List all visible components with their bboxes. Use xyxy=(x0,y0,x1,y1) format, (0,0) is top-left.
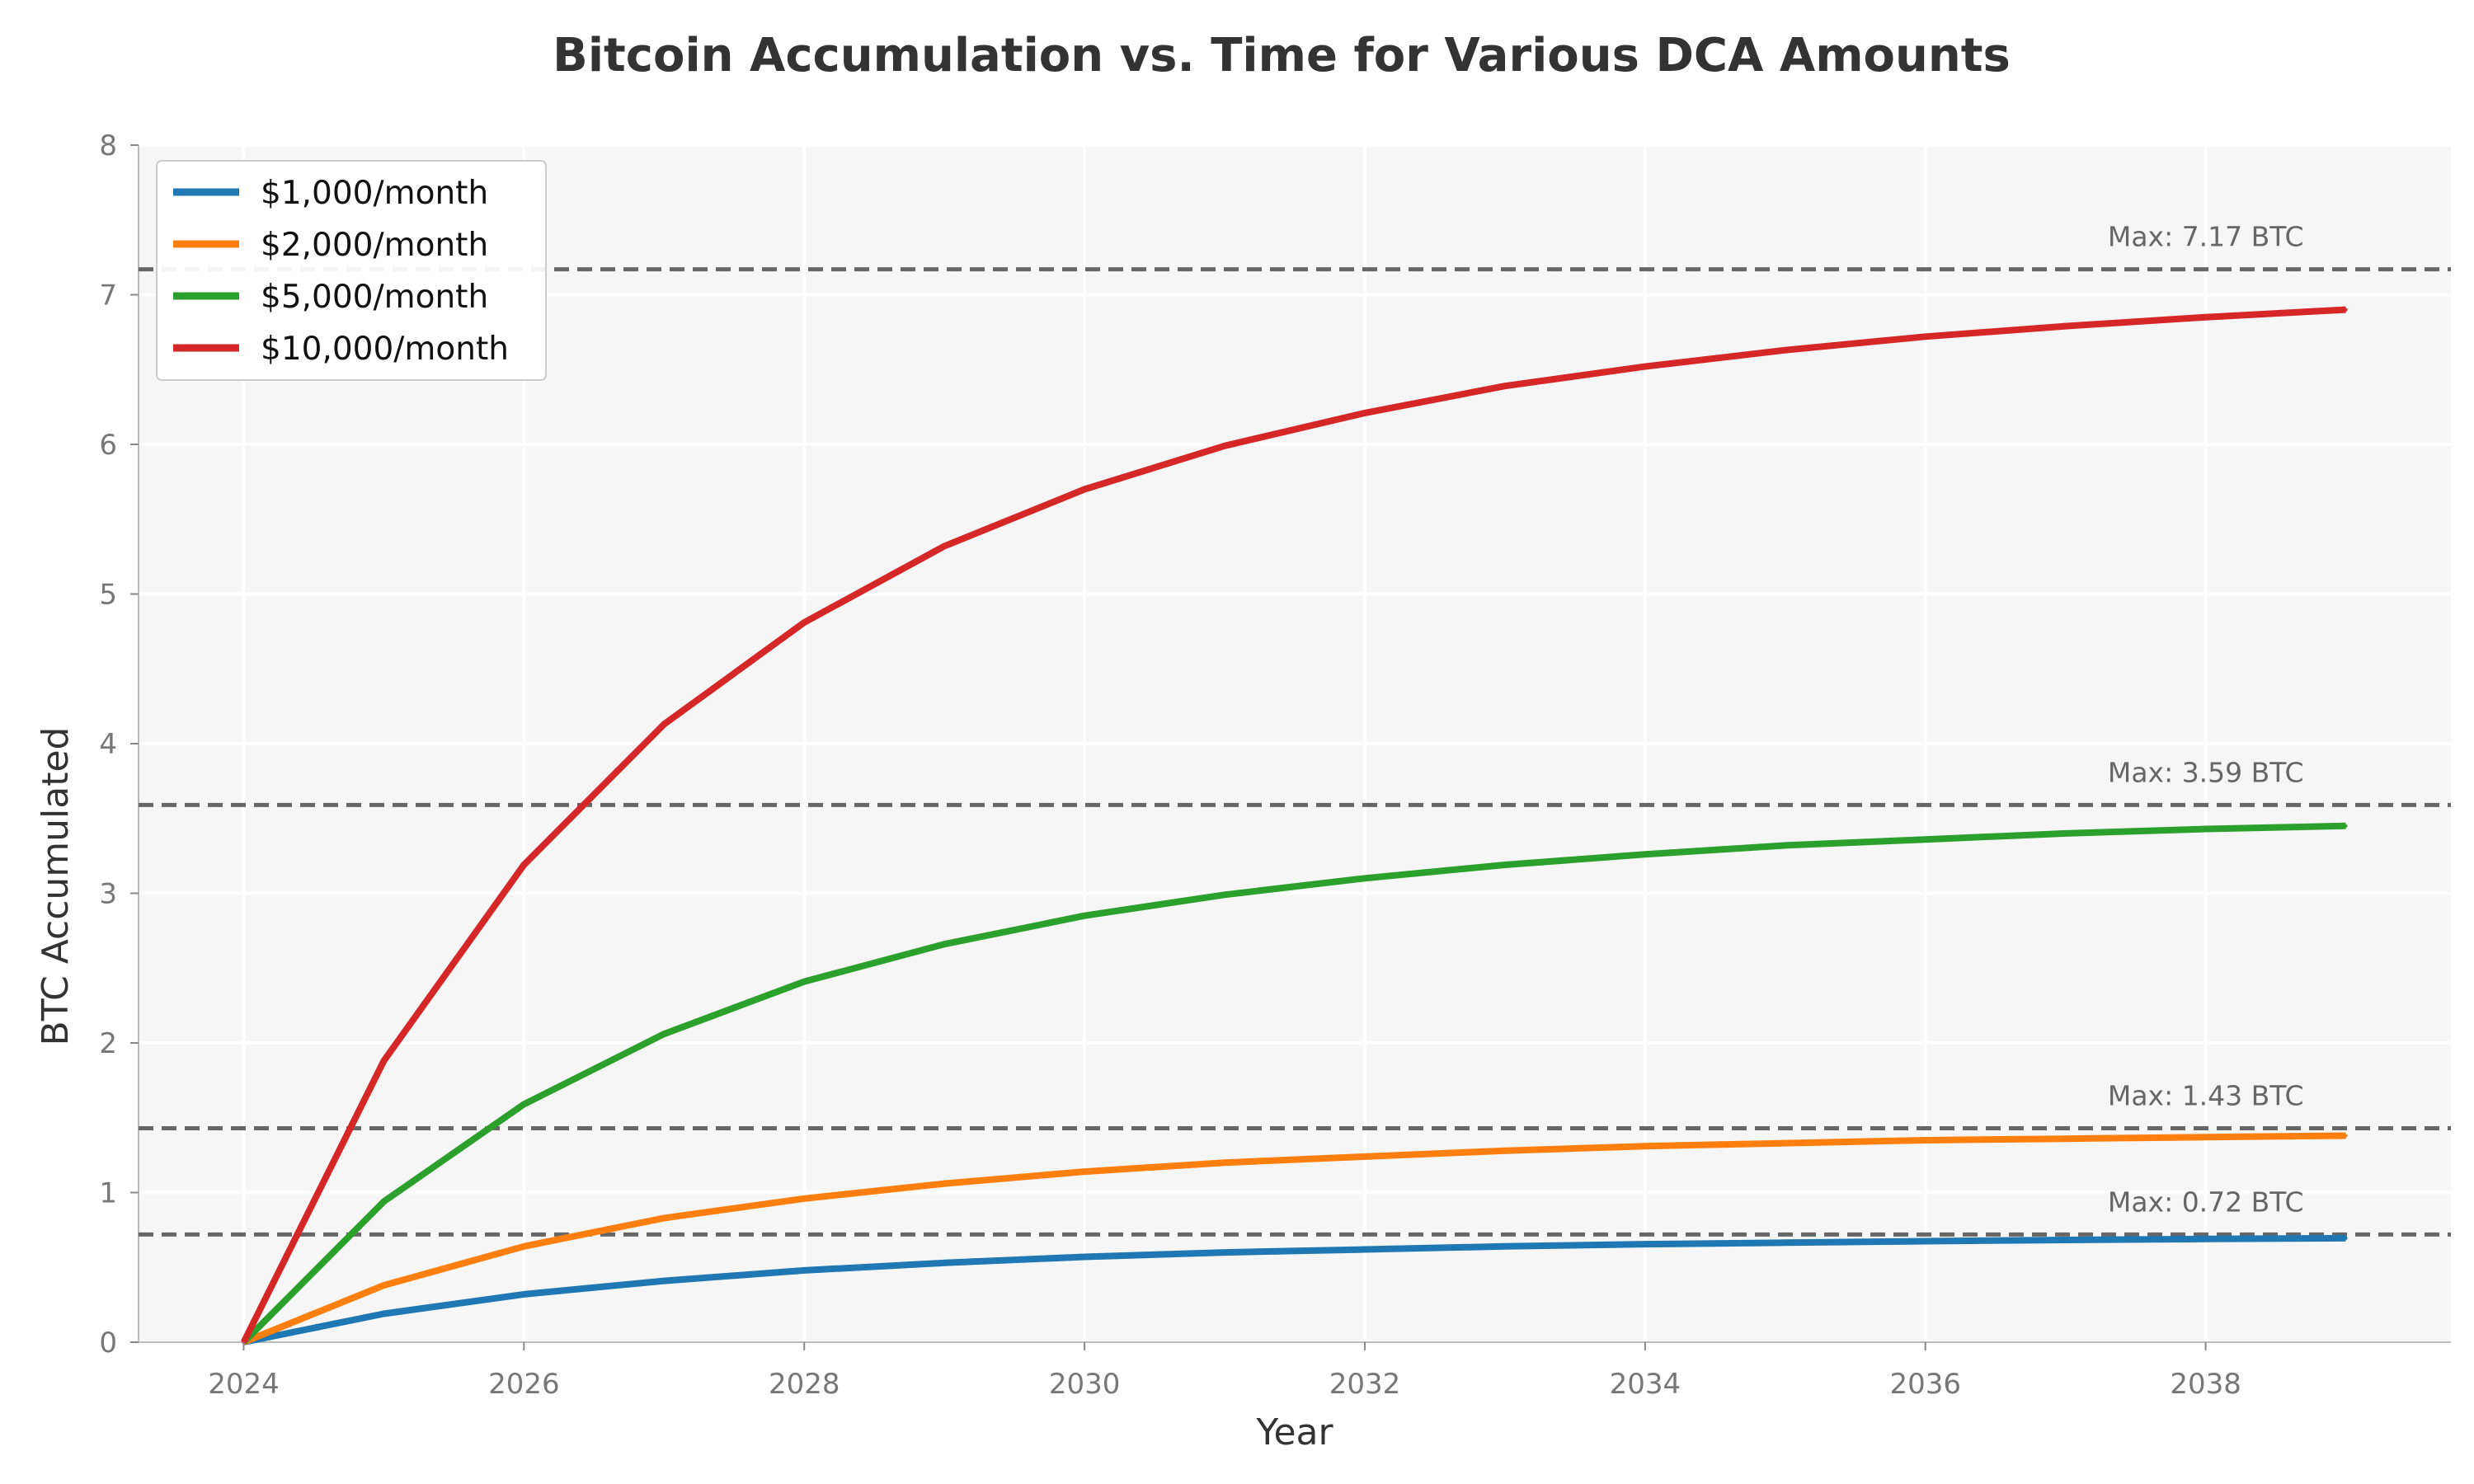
x-tick-label: 2030 xyxy=(1049,1368,1121,1401)
data-point xyxy=(1643,1242,1647,1247)
chart-title: Bitcoin Accumulation vs. Time for Variou… xyxy=(553,29,2011,82)
y-tick-label: 1 xyxy=(99,1177,117,1210)
data-point xyxy=(522,1292,526,1296)
y-tick-label: 6 xyxy=(99,429,117,462)
data-point xyxy=(1783,1141,1787,1145)
y-tick-label: 0 xyxy=(99,1327,117,1360)
reference-line-label: Max: 1.43 BTC xyxy=(2108,1079,2304,1111)
data-point xyxy=(1362,1154,1366,1158)
data-point xyxy=(802,1196,807,1200)
data-point xyxy=(2204,827,2208,831)
data-point xyxy=(1083,1255,1087,1259)
data-point xyxy=(2063,1137,2067,1141)
data-point xyxy=(662,722,666,726)
x-tick-label: 2038 xyxy=(2170,1368,2241,1401)
data-point xyxy=(662,1032,666,1036)
data-point xyxy=(662,1216,666,1220)
x-tick-label: 2034 xyxy=(1610,1368,1681,1401)
data-point xyxy=(1223,1161,1227,1165)
data-point xyxy=(2344,1134,2348,1138)
data-point xyxy=(1923,838,1927,842)
y-tick-label: 3 xyxy=(99,878,117,911)
data-point xyxy=(1783,348,1787,352)
data-point xyxy=(1643,364,1647,369)
x-tick-label: 2026 xyxy=(488,1368,560,1401)
data-point xyxy=(1643,1144,1647,1148)
data-point xyxy=(802,1268,807,1272)
data-point xyxy=(1923,335,1927,339)
data-series xyxy=(240,306,2348,1345)
data-point xyxy=(522,1102,526,1106)
x-axis-label: Year xyxy=(1255,1411,1333,1453)
data-point xyxy=(1503,1244,1507,1248)
data-point xyxy=(2063,1238,2067,1242)
legend: $1,000/month $2,000/month $5,000/month $10,… xyxy=(156,160,547,381)
data-point xyxy=(382,1200,386,1204)
series-line xyxy=(241,822,2346,1345)
legend-label: $5,000/month xyxy=(261,279,488,316)
y-tick-label: 8 xyxy=(99,129,117,162)
data-point xyxy=(2063,324,2067,328)
data-point xyxy=(802,620,807,624)
x-tick-label: 2028 xyxy=(769,1368,840,1401)
data-point xyxy=(2344,824,2348,828)
data-point xyxy=(2344,1236,2348,1240)
reference-line-label: Max: 3.59 BTC xyxy=(2108,756,2304,788)
data-point xyxy=(522,863,526,867)
data-point xyxy=(1503,1148,1507,1153)
data-point xyxy=(1223,893,1227,897)
data-point xyxy=(2204,1237,2208,1241)
legend-label: $1,000/month xyxy=(261,175,488,212)
x-tick-label: 2036 xyxy=(1889,1368,1961,1401)
data-point xyxy=(1083,1170,1087,1174)
y-tick-label: 4 xyxy=(99,728,117,761)
reference-lines: Max: 7.17 BTC Max: 3.59 BTC Max: 1.43 BTC M… xyxy=(139,221,2451,1237)
tick-labels: 2024 2026 2028 2030 2032 2034 2036 2038 0 1 2 3 4 5 6 7… xyxy=(99,129,2241,1401)
data-point xyxy=(1503,863,1507,867)
data-point xyxy=(1783,1241,1787,1245)
data-point xyxy=(1643,852,1647,857)
data-point xyxy=(1923,1138,1927,1142)
y-tick-label: 5 xyxy=(99,579,117,612)
data-point xyxy=(943,1181,947,1186)
y-axis-label: BTC Accumulated xyxy=(35,727,77,1046)
data-point xyxy=(2204,315,2208,319)
data-point xyxy=(943,544,947,548)
data-point xyxy=(1362,1247,1366,1252)
data-point xyxy=(382,1312,386,1316)
x-tick-label: 2032 xyxy=(1329,1368,1401,1401)
series-line xyxy=(240,306,2346,1344)
data-point xyxy=(522,1244,526,1248)
data-point xyxy=(1223,444,1227,448)
legend-label: $10,000/month xyxy=(261,331,509,368)
reference-line-label: Max: 0.72 BTC xyxy=(2108,1186,2304,1218)
data-point xyxy=(943,942,947,946)
y-tick-label: 2 xyxy=(99,1027,117,1060)
data-point xyxy=(1083,913,1087,918)
data-point xyxy=(1362,876,1366,881)
data-point xyxy=(1783,843,1787,848)
y-tick-label: 7 xyxy=(99,279,117,312)
reference-line-label: Max: 7.17 BTC xyxy=(2108,221,2304,253)
data-point xyxy=(1503,384,1507,388)
data-point xyxy=(1083,487,1087,491)
data-point xyxy=(382,1059,386,1063)
legend-label: $2,000/month xyxy=(261,227,488,264)
x-tick-label: 2024 xyxy=(208,1368,280,1401)
series-line xyxy=(242,1234,2346,1345)
data-point xyxy=(382,1284,386,1288)
series-line xyxy=(242,1132,2346,1345)
data-point xyxy=(1923,1239,1927,1243)
data-point xyxy=(943,1261,947,1265)
data-point xyxy=(2344,308,2348,312)
data-point xyxy=(2204,1135,2208,1139)
data-point xyxy=(1362,411,1366,415)
data-point xyxy=(2063,831,2067,835)
data-point xyxy=(662,1279,666,1283)
legend-box xyxy=(156,160,547,381)
data-point xyxy=(1223,1251,1227,1255)
data-point xyxy=(802,979,807,984)
